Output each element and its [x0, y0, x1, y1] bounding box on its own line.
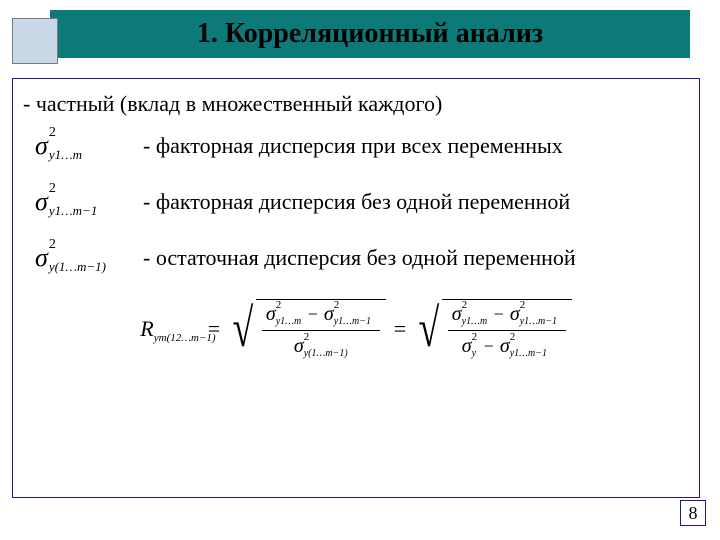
- term-description: - факторная дисперсия без одной переменн…: [143, 189, 689, 215]
- slide-title: 1. Корреляционный анализ: [197, 18, 543, 50]
- title-accent-box: [12, 18, 58, 64]
- term-row: σ2y1…m - факторная дисперсия при всех пе…: [23, 131, 689, 161]
- term-row: σ2y1…m−1 - факторная дисперсия без одной…: [23, 187, 689, 217]
- slide-title-bar: 1. Корреляционный анализ: [50, 10, 690, 58]
- sqrt-right: √ σ2y1…m − σ2y1…m−1 σ2y − σ2y1…m−1: [414, 299, 572, 359]
- intro-text: - частный (вклад в множественный каждого…: [23, 91, 689, 117]
- formula-R: Rym(12…m−1): [140, 316, 153, 342]
- content-frame: - частный (вклад в множественный каждого…: [12, 78, 700, 498]
- sigma-symbol: σ2y(1…m−1): [23, 243, 143, 273]
- term-description: - факторная дисперсия при всех переменны…: [143, 133, 689, 159]
- main-formula: Rym(12…m−1) = √ σ2y1…m − σ2y1…m−1 σ2y(1……: [23, 299, 689, 359]
- sigma-symbol: σ2y1…m: [23, 131, 143, 161]
- term-description: - остаточная дисперсия без одной перемен…: [143, 245, 689, 271]
- term-row: σ2y(1…m−1) - остаточная дисперсия без од…: [23, 243, 689, 273]
- sqrt-left: √ σ2y1…m − σ2y1…m−1 σ2y(1…m−1): [228, 299, 386, 359]
- equals-sign: =: [394, 316, 406, 342]
- page-number: 8: [680, 500, 706, 526]
- sigma-symbol: σ2y1…m−1: [23, 187, 143, 217]
